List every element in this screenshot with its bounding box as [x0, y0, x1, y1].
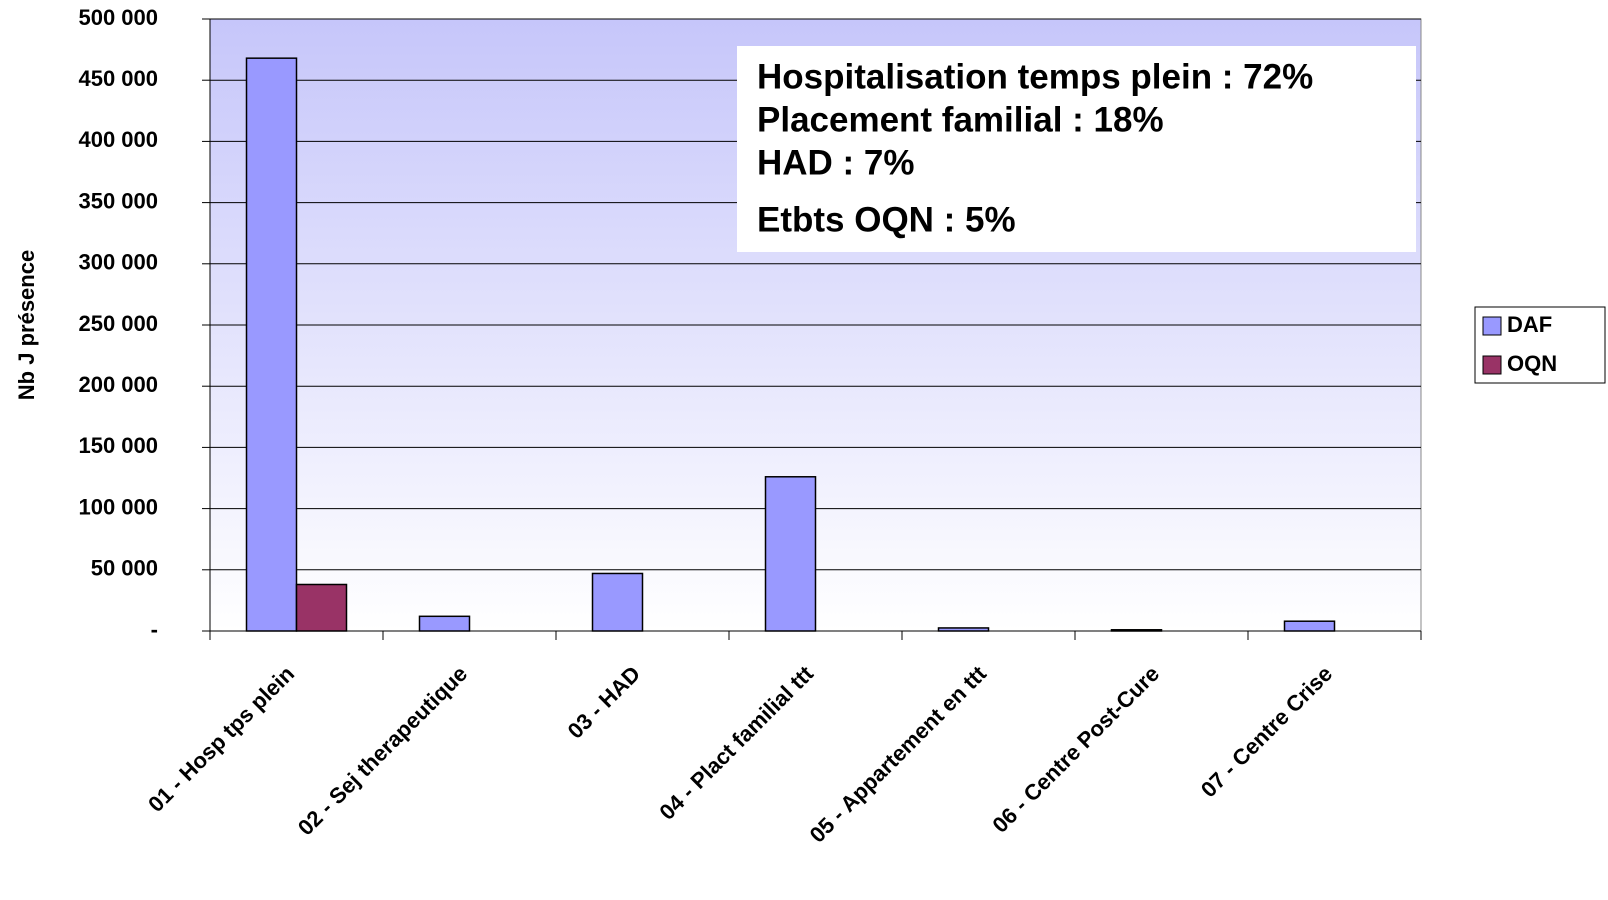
- annotation: Placement familial : 18%: [757, 100, 1164, 139]
- y-axis-label: Nb J présence: [14, 250, 39, 400]
- legend-label: DAF: [1507, 312, 1552, 337]
- annotation: Etbts OQN : 5%: [757, 200, 1016, 239]
- bar: [764, 476, 817, 632]
- x-tick-label: 03 - HAD: [563, 661, 646, 744]
- bar: [937, 627, 990, 632]
- y-tick-label: -: [151, 617, 158, 642]
- bar: [245, 57, 298, 632]
- y-tick-label: 200 000: [78, 372, 158, 397]
- bar: [1110, 629, 1163, 632]
- x-tick-label: 01 - Hosp tps plein: [143, 661, 299, 817]
- bar: [295, 583, 348, 632]
- y-tick-label: 150 000: [78, 433, 158, 458]
- x-tick-label: 04 - Plact familial ttt: [654, 660, 818, 824]
- y-tick-label: 300 000: [78, 250, 158, 275]
- annotation: Hospitalisation temps plein : 72%: [757, 57, 1313, 96]
- x-tick-label: 07 - Centre Crise: [1196, 661, 1337, 802]
- y-tick-label: 400 000: [78, 127, 158, 152]
- x-tick-label: 06 - Centre Post-Cure: [987, 661, 1164, 838]
- y-tick-label: 50 000: [91, 556, 158, 581]
- y-tick-label: 450 000: [78, 66, 158, 91]
- x-tick-label: 02 - Sej therapeutique: [293, 661, 472, 840]
- annotation: HAD : 7%: [757, 143, 915, 182]
- x-tick-label: 05 - Appartement en ttt: [805, 661, 992, 848]
- legend-swatch: [1482, 316, 1502, 336]
- bar: [1283, 620, 1336, 632]
- bar: [591, 572, 644, 632]
- y-tick-label: 350 000: [78, 188, 158, 213]
- y-tick-label: 250 000: [78, 311, 158, 336]
- bar: [418, 615, 471, 632]
- y-tick-label: 500 000: [78, 5, 158, 30]
- annotation-box: [737, 46, 1416, 252]
- legend-swatch: [1482, 355, 1502, 375]
- y-tick-label: 100 000: [78, 494, 158, 519]
- legend-label: OQN: [1507, 351, 1557, 376]
